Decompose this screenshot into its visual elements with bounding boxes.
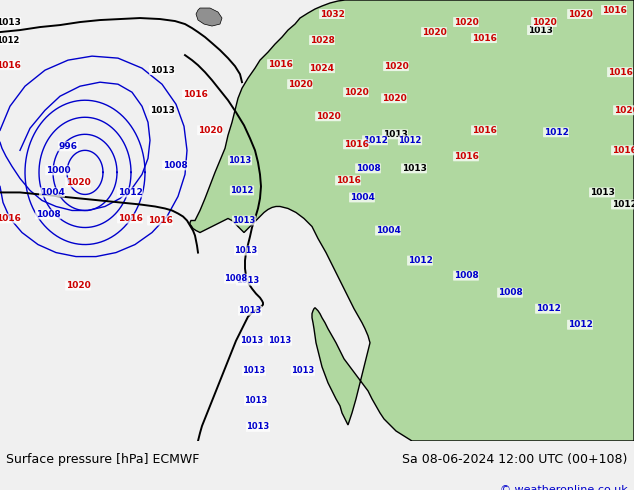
Text: 1020: 1020 [198,126,223,135]
Text: 1012: 1012 [0,36,20,45]
Text: Sa 08-06-2024 12:00 UTC (00+108): Sa 08-06-2024 12:00 UTC (00+108) [403,453,628,466]
Text: 1004: 1004 [375,226,401,235]
Text: 1020: 1020 [532,18,557,26]
Text: 1020: 1020 [614,106,634,115]
Text: 1008: 1008 [498,288,522,297]
Text: 1013: 1013 [242,367,266,375]
Text: 1004: 1004 [349,193,375,202]
Text: 1012: 1012 [536,304,560,313]
Text: 1013: 1013 [401,164,427,173]
Text: 1008: 1008 [224,274,247,283]
Text: 1016: 1016 [117,214,143,223]
Text: 1012: 1012 [612,200,634,209]
Text: 1016: 1016 [607,68,633,76]
Text: 1016: 1016 [268,60,292,69]
Text: 1008: 1008 [36,210,60,219]
Text: 1013: 1013 [247,422,269,432]
Text: 1013: 1013 [292,367,314,375]
Text: 1020: 1020 [344,88,368,97]
Text: 1016: 1016 [602,5,626,15]
Text: 1020: 1020 [453,18,479,26]
Text: 1012: 1012 [398,136,422,145]
Text: 1016: 1016 [472,126,496,135]
Text: 1013: 1013 [590,188,614,197]
Text: 1020: 1020 [382,94,406,103]
Text: 1016: 1016 [0,214,20,223]
Text: 1013: 1013 [228,156,252,165]
Text: 1016: 1016 [612,146,634,155]
Text: 1013: 1013 [268,336,292,345]
Text: 1016: 1016 [453,152,479,161]
Text: Surface pressure [hPa] ECMWF: Surface pressure [hPa] ECMWF [6,453,200,466]
Text: 1020: 1020 [66,178,91,187]
Text: 1012: 1012 [363,136,387,145]
Text: 1013: 1013 [235,246,257,255]
Text: 1013: 1013 [527,25,552,35]
Text: 1000: 1000 [46,166,70,175]
Text: 1020: 1020 [288,80,313,89]
Text: © weatheronline.co.uk: © weatheronline.co.uk [500,485,628,490]
Text: 1016: 1016 [148,216,172,225]
Text: 1013: 1013 [150,66,174,74]
Text: 1012: 1012 [543,128,569,137]
Text: 1013: 1013 [0,18,20,26]
Text: 1013: 1013 [150,106,174,115]
Text: 1020: 1020 [422,27,446,37]
Text: 1013: 1013 [236,276,260,285]
Text: 1020: 1020 [316,112,340,121]
Text: 1020: 1020 [384,62,408,71]
Text: 1008: 1008 [453,271,479,280]
Text: 1013: 1013 [233,216,256,225]
Text: 1016: 1016 [344,140,368,149]
Text: 1020: 1020 [66,281,91,290]
Text: 1016: 1016 [183,90,207,98]
Text: 1012: 1012 [567,320,592,329]
Text: 1020: 1020 [567,9,592,19]
Text: 996: 996 [58,142,77,151]
Text: 1013: 1013 [382,130,408,139]
Text: 1016: 1016 [0,61,20,70]
Text: 1008: 1008 [356,164,380,173]
Text: 1024: 1024 [309,64,335,73]
Polygon shape [196,8,222,26]
Text: 1012: 1012 [117,188,143,197]
Text: 1016: 1016 [472,34,496,43]
Text: 1032: 1032 [320,9,344,19]
Text: 1013: 1013 [240,336,264,345]
Polygon shape [190,0,634,441]
Text: 1028: 1028 [309,36,335,45]
Text: 1013: 1013 [238,306,262,315]
Text: 1012: 1012 [230,186,254,195]
Text: 1012: 1012 [408,256,432,265]
Text: 1008: 1008 [163,161,188,170]
Text: 1016: 1016 [335,176,361,185]
Text: 1013: 1013 [244,396,268,405]
Text: 1004: 1004 [39,188,65,197]
